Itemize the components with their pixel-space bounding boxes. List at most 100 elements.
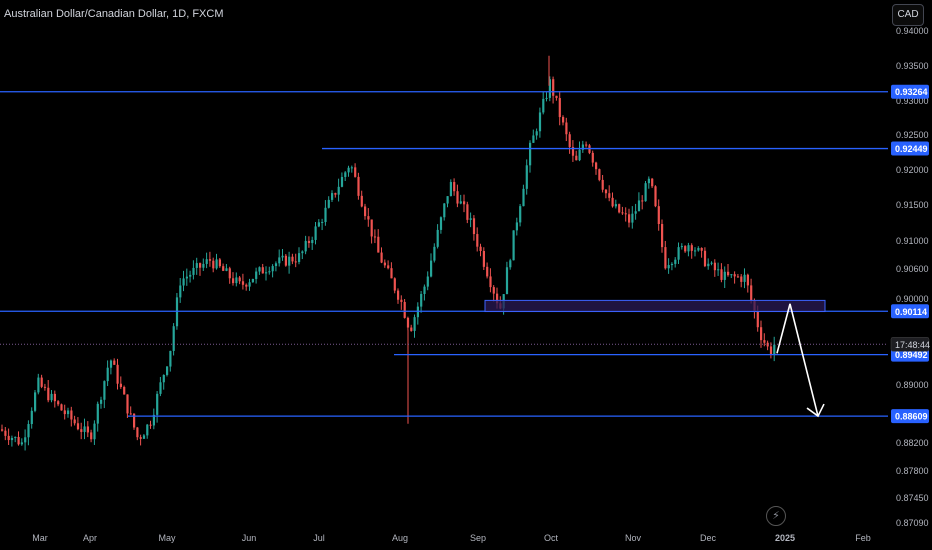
candle-body [578, 149, 581, 161]
x-tick-label: Jun [242, 533, 257, 543]
candle-body [555, 95, 558, 99]
candle-body [307, 240, 311, 244]
candle-body [519, 206, 522, 223]
candle-body [426, 276, 429, 287]
candle-body [215, 259, 218, 269]
candle-body [466, 204, 469, 220]
y-tick-label: 0.87090 [896, 518, 929, 528]
x-tick-label: Apr [83, 533, 97, 543]
candle-body [479, 246, 482, 251]
x-tick-label: Oct [544, 533, 559, 543]
x-tick-label: Sep [470, 533, 486, 543]
candle-body [311, 239, 314, 244]
candle-body [136, 427, 139, 438]
candle-body [331, 193, 334, 200]
candle-body [644, 183, 647, 202]
candle-body [687, 245, 690, 252]
candle-body [575, 155, 578, 161]
candle-body [298, 253, 301, 262]
candle-body [601, 179, 604, 190]
candle-body [403, 301, 406, 318]
x-tick-label: Mar [32, 533, 48, 543]
candle-body [380, 252, 383, 263]
candle-body [119, 383, 122, 387]
candle-body [694, 250, 697, 252]
overlays [0, 299, 888, 418]
candle-body [746, 274, 749, 286]
candle-body [373, 236, 377, 238]
candle-body [265, 272, 268, 274]
candle-body [614, 204, 617, 207]
candle-body [116, 364, 119, 384]
candle-body [360, 195, 363, 207]
candle-body [651, 178, 654, 187]
candle-body [113, 360, 116, 365]
candle-body [545, 97, 548, 99]
candle-body [413, 317, 416, 331]
candle-body [492, 287, 495, 294]
candle-body [571, 147, 575, 156]
lightning-icon[interactable]: ⚡ [766, 506, 786, 526]
candle-body [367, 216, 370, 220]
candle-body [532, 135, 535, 143]
candle-body [149, 424, 152, 426]
price-tag-label: 0.93264 [895, 87, 928, 97]
candle-body [565, 122, 568, 135]
candle-body [225, 268, 228, 271]
candle-body [152, 414, 155, 426]
candle-body [657, 206, 660, 225]
candle-body [661, 224, 664, 248]
y-tick-label: 0.87450 [896, 493, 929, 503]
candle-body [350, 167, 353, 169]
candle-body [109, 360, 113, 368]
candle-body [314, 226, 317, 240]
candle-body [271, 266, 274, 272]
candle-body [743, 274, 746, 282]
candle-body [383, 262, 386, 266]
candle-body [654, 186, 657, 207]
candle-body [294, 261, 297, 263]
candle-body [443, 203, 446, 218]
y-tick-label: 0.88200 [896, 438, 929, 448]
candle-body [232, 278, 235, 284]
candle-body [73, 419, 76, 424]
x-tick-label: Jul [313, 533, 325, 543]
x-tick-label: May [158, 533, 176, 543]
candle-body [713, 262, 716, 271]
candle-body [677, 247, 680, 260]
candle-body [446, 196, 449, 204]
candle-body [760, 327, 763, 341]
candle-body [377, 236, 380, 253]
candle-body [707, 263, 710, 267]
x-tick-label: 2025 [775, 533, 795, 543]
candle-body [27, 424, 30, 438]
candle-body [496, 293, 499, 304]
candle-body [166, 366, 169, 375]
currency-button[interactable]: CAD [892, 4, 924, 26]
candle-body [126, 394, 129, 414]
candle-body [509, 260, 512, 268]
candle-body [4, 430, 7, 436]
y-tick-label: 0.94000 [896, 26, 929, 36]
x-tick-label: Dec [700, 533, 717, 543]
candle-body [529, 142, 532, 166]
candle-body [390, 268, 393, 279]
candle-body [581, 144, 584, 150]
candle-body [463, 201, 466, 205]
candle-body [261, 267, 264, 274]
candle-body [717, 269, 720, 271]
candle-body [637, 200, 641, 212]
candle-body [195, 263, 198, 268]
candle-body [585, 144, 588, 146]
candle-body [453, 182, 456, 192]
candle-body [301, 251, 304, 254]
candle-body [37, 377, 40, 393]
candle-body [304, 240, 307, 252]
candle-body [268, 271, 271, 273]
y-tick-label: 0.91000 [896, 236, 929, 246]
candle-body [664, 247, 667, 269]
candle-body [324, 207, 327, 222]
candle-body [172, 326, 175, 351]
candle-body [727, 271, 730, 276]
